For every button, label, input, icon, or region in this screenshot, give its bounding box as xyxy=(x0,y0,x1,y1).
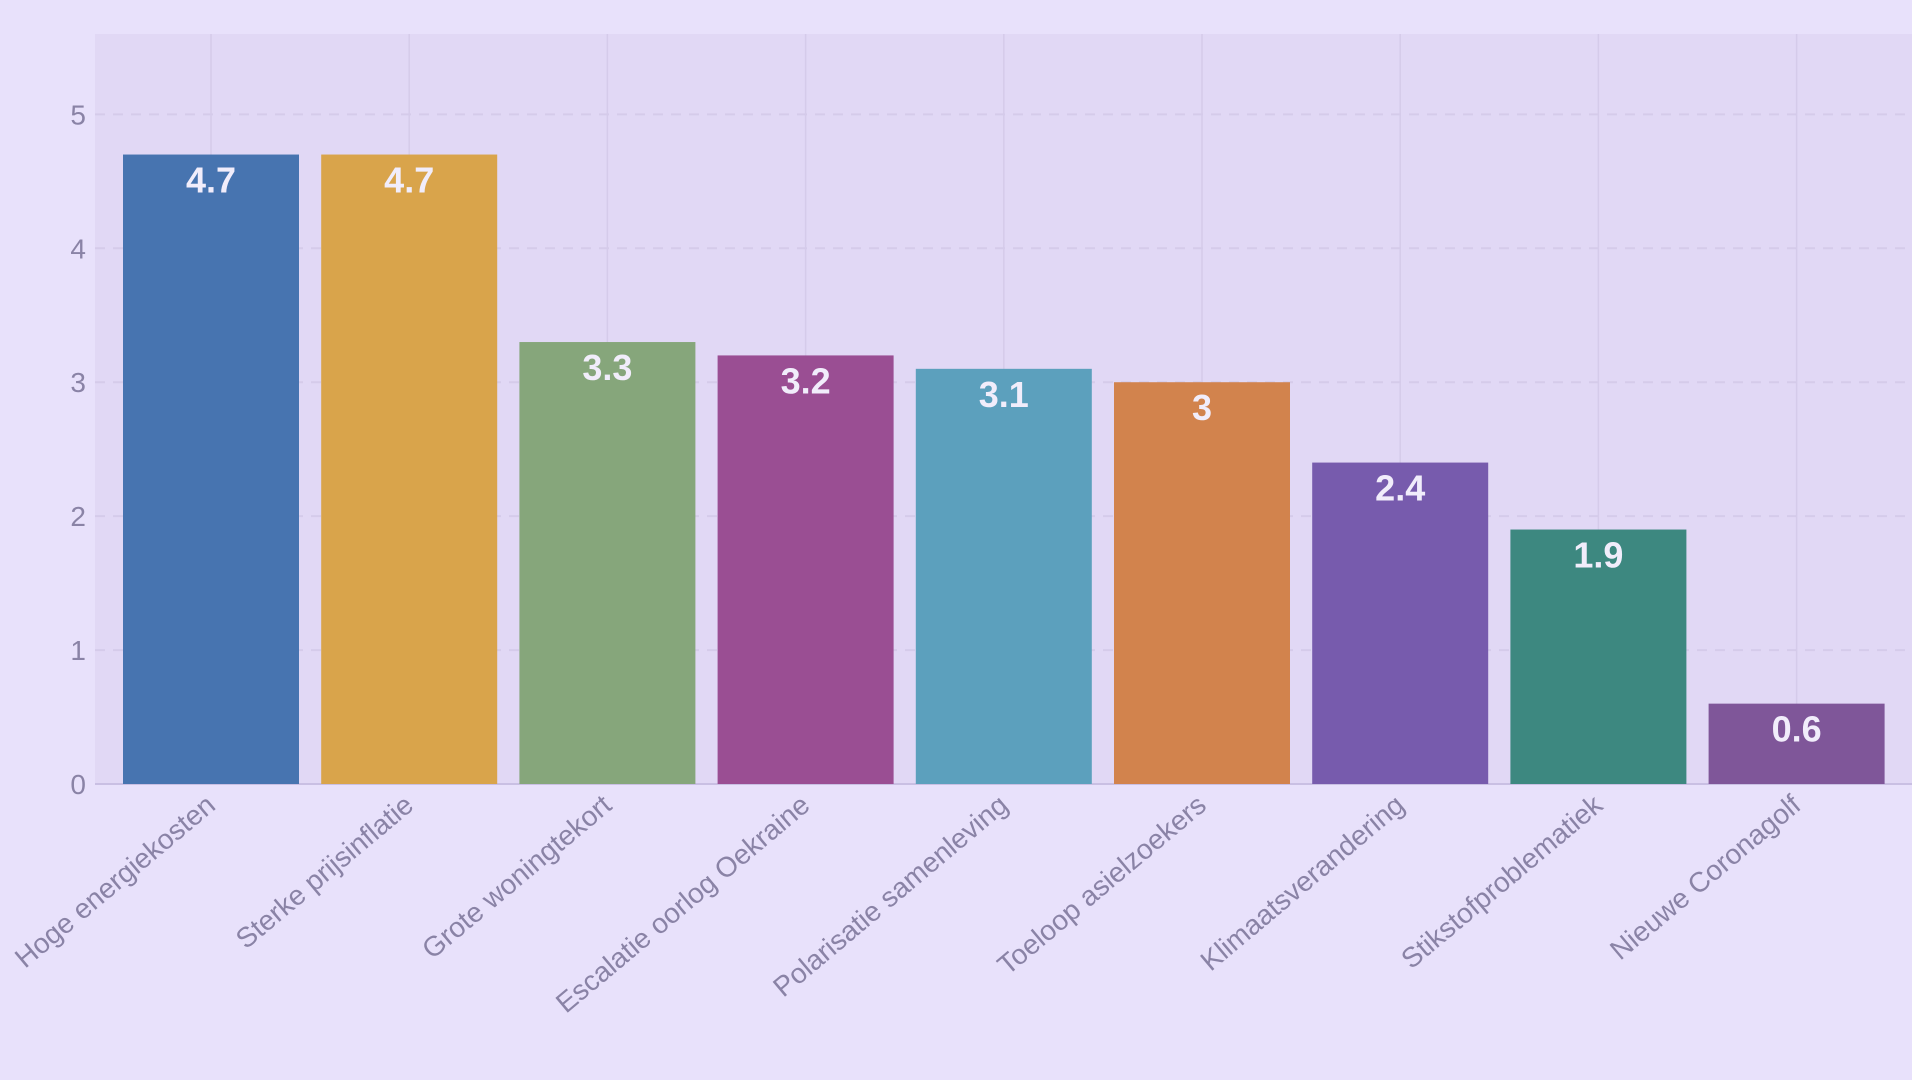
x-category-label: Nieuwe Coronagolf xyxy=(1604,789,1807,966)
x-category-label: Grote woningtekort xyxy=(416,789,617,965)
bar[interactable] xyxy=(1708,703,1885,784)
bar-value-label: 4.7 xyxy=(384,160,434,201)
bar-value-label: 4.7 xyxy=(186,160,236,201)
bar-value-label: 3 xyxy=(1192,387,1212,428)
y-tick-label: 2 xyxy=(70,501,86,532)
bar-value-label: 2.4 xyxy=(1375,468,1425,509)
bars-layer xyxy=(123,154,1885,785)
bar[interactable] xyxy=(915,368,1092,784)
x-category-label: Stikstofproblematiek xyxy=(1395,788,1609,974)
bar-value-label: 3.1 xyxy=(979,374,1029,415)
x-category-label: Klimaatsverandering xyxy=(1195,789,1410,977)
bar[interactable] xyxy=(321,154,498,785)
x-category-label: Sterke prijsinflatie xyxy=(230,789,419,955)
x-category-label: Hoge energiekosten xyxy=(9,789,221,974)
bar[interactable] xyxy=(123,154,299,785)
data-labels-layer: 4.7 4.7 3.3 3.2 3.1 3 2.4 1.9 0.6 xyxy=(186,160,1822,750)
bar[interactable] xyxy=(1114,382,1290,784)
bar[interactable] xyxy=(1312,462,1489,784)
y-tick-label: 1 xyxy=(70,635,86,666)
y-tick-label: 0 xyxy=(70,769,86,800)
bar[interactable] xyxy=(519,342,696,784)
y-tick-label: 5 xyxy=(70,99,86,130)
bar-value-label: 3.3 xyxy=(582,347,632,388)
bar-value-label: 1.9 xyxy=(1573,535,1623,576)
y-tick-label: 3 xyxy=(70,367,86,398)
y-tick-label: 4 xyxy=(70,233,86,264)
bar[interactable] xyxy=(717,355,894,784)
bar-value-label: 0.6 xyxy=(1772,709,1822,750)
bar-value-label: 3.2 xyxy=(781,360,831,401)
x-axis: Hoge energiekosten Sterke prijsinflatieGr… xyxy=(9,788,1807,1018)
bar[interactable] xyxy=(1510,529,1687,784)
y-axis: 0 1 2 3 4 5 xyxy=(70,99,86,800)
x-category-label: Toeloop asielzoekers xyxy=(992,789,1212,981)
